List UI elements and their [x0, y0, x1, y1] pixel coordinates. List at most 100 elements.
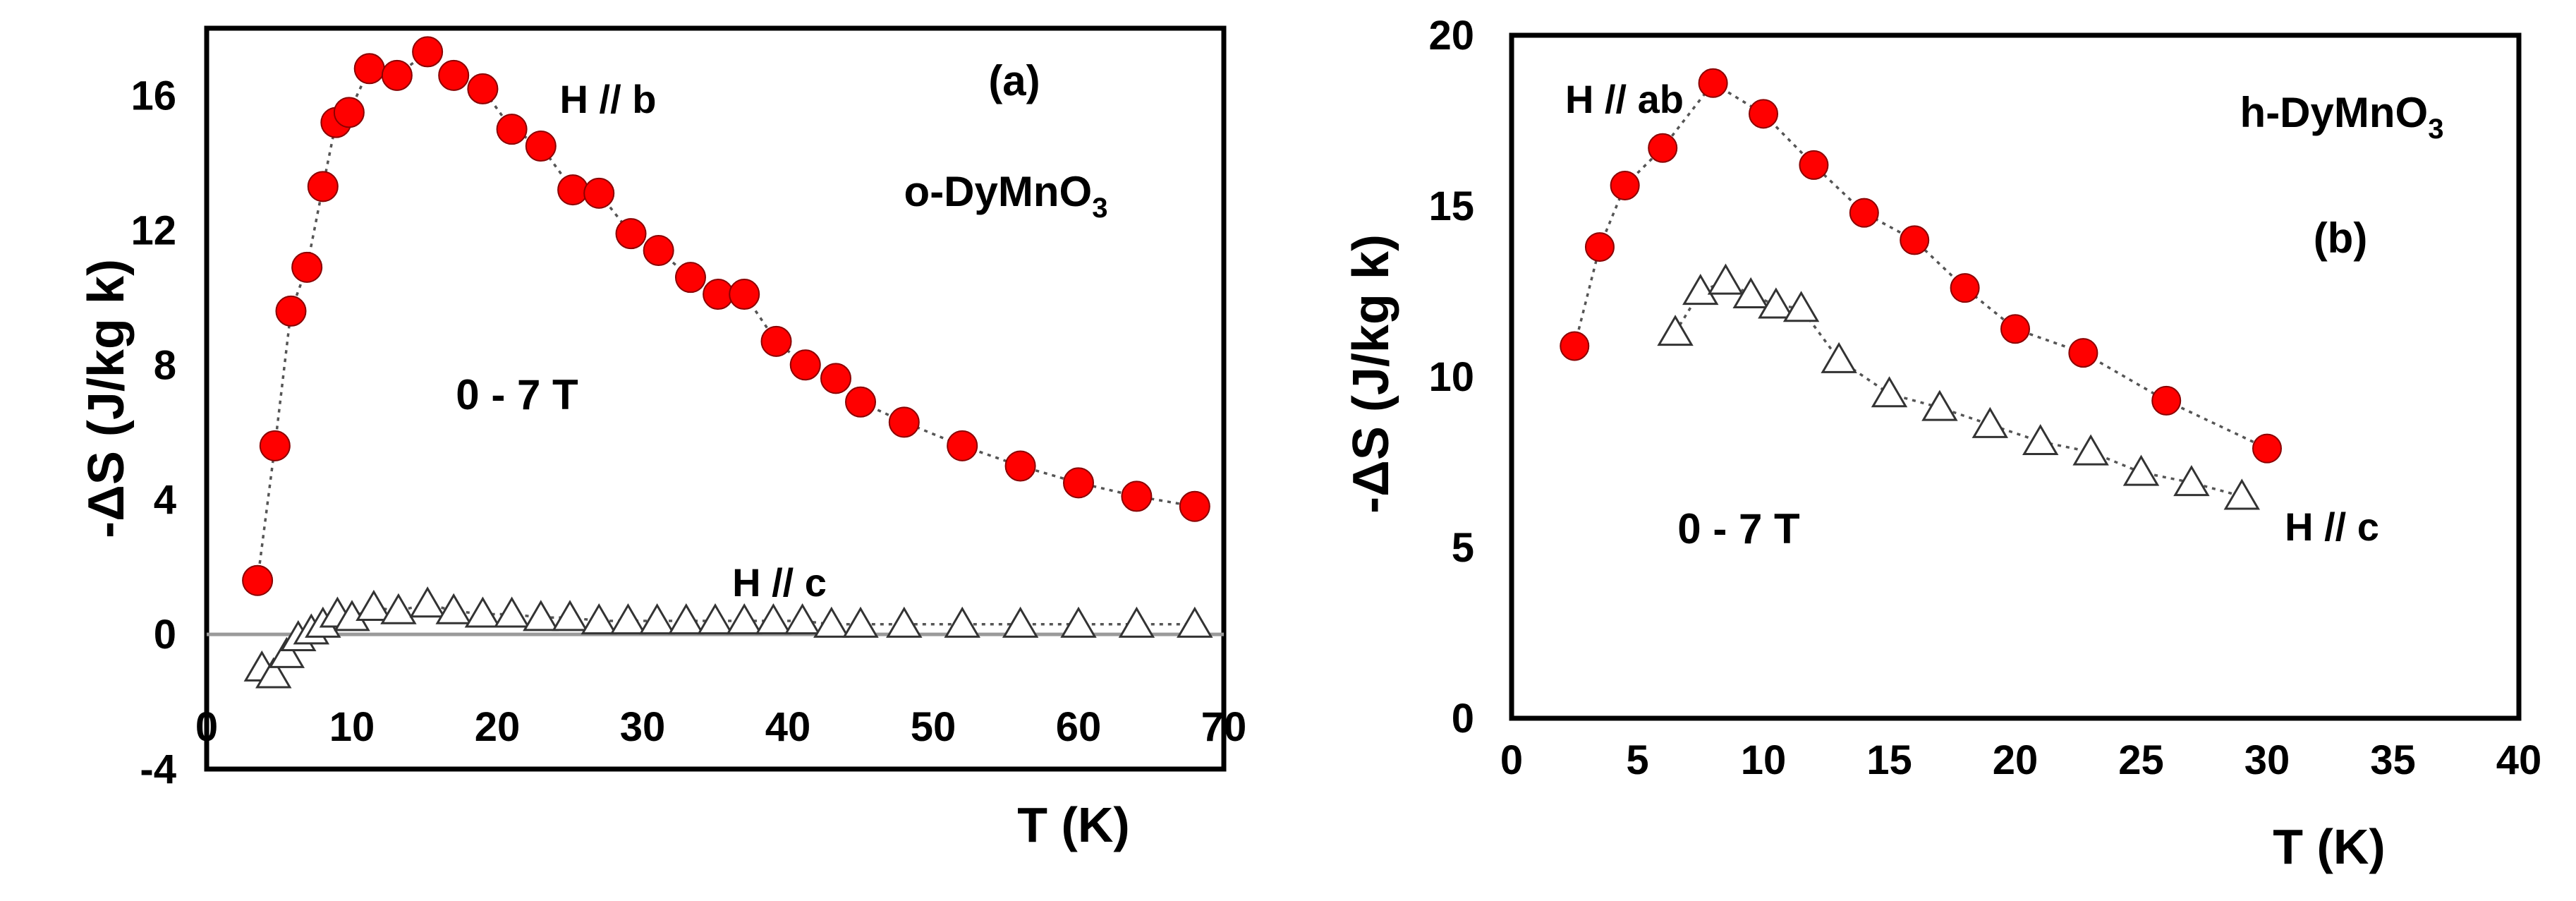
data-point-circle	[1950, 273, 1980, 303]
data-point-triangle	[1657, 315, 1694, 346]
data-point-circle	[2000, 314, 2030, 344]
data-point-triangle	[1871, 376, 1908, 408]
data-point-triangle	[2173, 465, 2210, 497]
tick-labels-a: 0 10 20 30 40 50 60 70 -4 0 4 8 12 16	[130, 73, 1246, 792]
data-point-circle	[703, 279, 734, 310]
plot-frame-b	[1509, 32, 2522, 721]
x-tick-label: 0	[1500, 737, 1523, 783]
data-point-circle	[467, 73, 499, 104]
x-tick-label: 20	[1993, 737, 2039, 783]
data-point-triangle	[1060, 606, 1097, 638]
data-point-circle	[845, 386, 876, 418]
tick-labels-b: 0 5 10 15 20 25 30 35 40 0 5 10 15 20	[1428, 13, 2541, 783]
plot-frame-a	[204, 25, 1227, 772]
x-tick-label: 30	[2244, 737, 2290, 783]
data-point-triangle	[755, 603, 792, 635]
y-tick-label: 8	[154, 342, 176, 388]
data-point-triangle	[552, 600, 588, 631]
data-point-triangle	[2223, 478, 2261, 510]
x-tick-label: 20	[475, 704, 521, 750]
data-point-circle	[1849, 198, 1879, 228]
data-point-triangle	[1921, 389, 1958, 421]
data-point-circle	[557, 174, 589, 206]
data-point-circle	[1610, 170, 1640, 200]
x-tick-label: 10	[329, 704, 375, 750]
series-connector-line	[1674, 279, 2242, 498]
data-point-circle	[242, 564, 274, 596]
y-axis-label-a: -ΔS (J/kg k)	[78, 259, 135, 538]
data-point-circle	[615, 218, 647, 250]
compound-name-b: h-DyMnO	[2240, 89, 2429, 136]
data-point-triangle	[356, 589, 392, 622]
series-b	[1560, 68, 2282, 510]
data-point-triangle	[1782, 291, 1820, 322]
data-point-circle	[1584, 232, 1615, 262]
data-point-circle	[1749, 99, 1778, 129]
data-point-triangle	[380, 593, 417, 624]
legend-label-b-c: H // c	[2285, 504, 2379, 549]
field-label-b: 0 - 7 T	[1677, 505, 1799, 552]
x-tick-label: 35	[2370, 737, 2416, 783]
data-point-circle	[353, 53, 385, 85]
data-point-triangle	[268, 636, 305, 668]
data-point-triangle	[493, 596, 530, 628]
series-connector-line	[256, 50, 1196, 581]
data-point-circle	[291, 251, 323, 283]
x-tick-label: 5	[1626, 737, 1648, 783]
data-point-triangle	[581, 603, 617, 635]
x-tick-label: 15	[1866, 737, 1912, 783]
data-point-triangle	[1732, 277, 1769, 308]
data-point-circle	[583, 177, 615, 209]
data-point-circle	[820, 363, 851, 394]
data-point-circle	[1179, 490, 1210, 522]
data-point-circle	[2068, 338, 2098, 368]
x-tick-label: 70	[1201, 704, 1247, 750]
y-tick-label: 15	[1428, 183, 1474, 229]
y-tick-label: 0	[154, 612, 176, 658]
x-tick-label: 60	[1056, 704, 1102, 750]
data-point-triangle	[2022, 423, 2059, 456]
data-point-triangle	[609, 603, 647, 635]
data-point-triangle	[813, 606, 850, 638]
panel-b: 0 5 10 15 20 25 30 35 40 0 5 10 15 20 -ΔS (J/kg k) T …	[1343, 13, 2541, 874]
x-tick-label: 50	[911, 704, 956, 750]
data-point-circle	[412, 36, 444, 68]
y-tick-label: 16	[130, 73, 176, 119]
data-point-circle	[674, 262, 706, 294]
x-axis-label-b: T (K)	[2273, 819, 2385, 874]
y-tick-label: 5	[1452, 525, 1474, 571]
data-point-circle	[1648, 133, 1678, 163]
data-point-circle	[1698, 68, 1728, 98]
series-a	[242, 36, 1213, 689]
data-point-triangle	[842, 606, 879, 638]
data-point-circle	[729, 279, 760, 310]
data-point-circle	[760, 325, 792, 357]
data-point-circle	[1900, 225, 1930, 255]
compound-label-b: h-DyMnO3	[2240, 89, 2444, 145]
data-point-triangle	[784, 603, 821, 635]
legend-label-b-ab: H // ab	[1565, 77, 1684, 121]
panel-label-a: (a)	[988, 57, 1040, 104]
x-axis-label-a: T (K)	[1017, 797, 1129, 852]
data-point-triangle	[523, 600, 559, 631]
data-point-circle	[888, 406, 920, 438]
data-point-triangle	[255, 657, 292, 689]
data-point-triangle	[668, 603, 705, 635]
data-point-circle	[1799, 150, 1829, 180]
data-point-triangle	[1118, 606, 1155, 638]
field-label-a: 0 - 7 T	[456, 371, 578, 418]
data-point-circle	[789, 349, 821, 381]
data-point-triangle	[1177, 606, 1213, 638]
data-point-circle	[1004, 450, 1036, 482]
data-point-triangle	[2072, 434, 2109, 466]
y-tick-label: 4	[154, 477, 176, 523]
x-tick-label: 40	[765, 704, 811, 750]
compound-subscript-b: 3	[2428, 114, 2443, 145]
data-point-triangle	[697, 603, 734, 635]
x-tick-label: 10	[1741, 737, 1787, 783]
data-point-triangle	[1002, 606, 1039, 638]
data-point-triangle	[1972, 406, 2009, 438]
data-point-triangle	[435, 593, 472, 624]
data-point-circle	[275, 295, 307, 327]
